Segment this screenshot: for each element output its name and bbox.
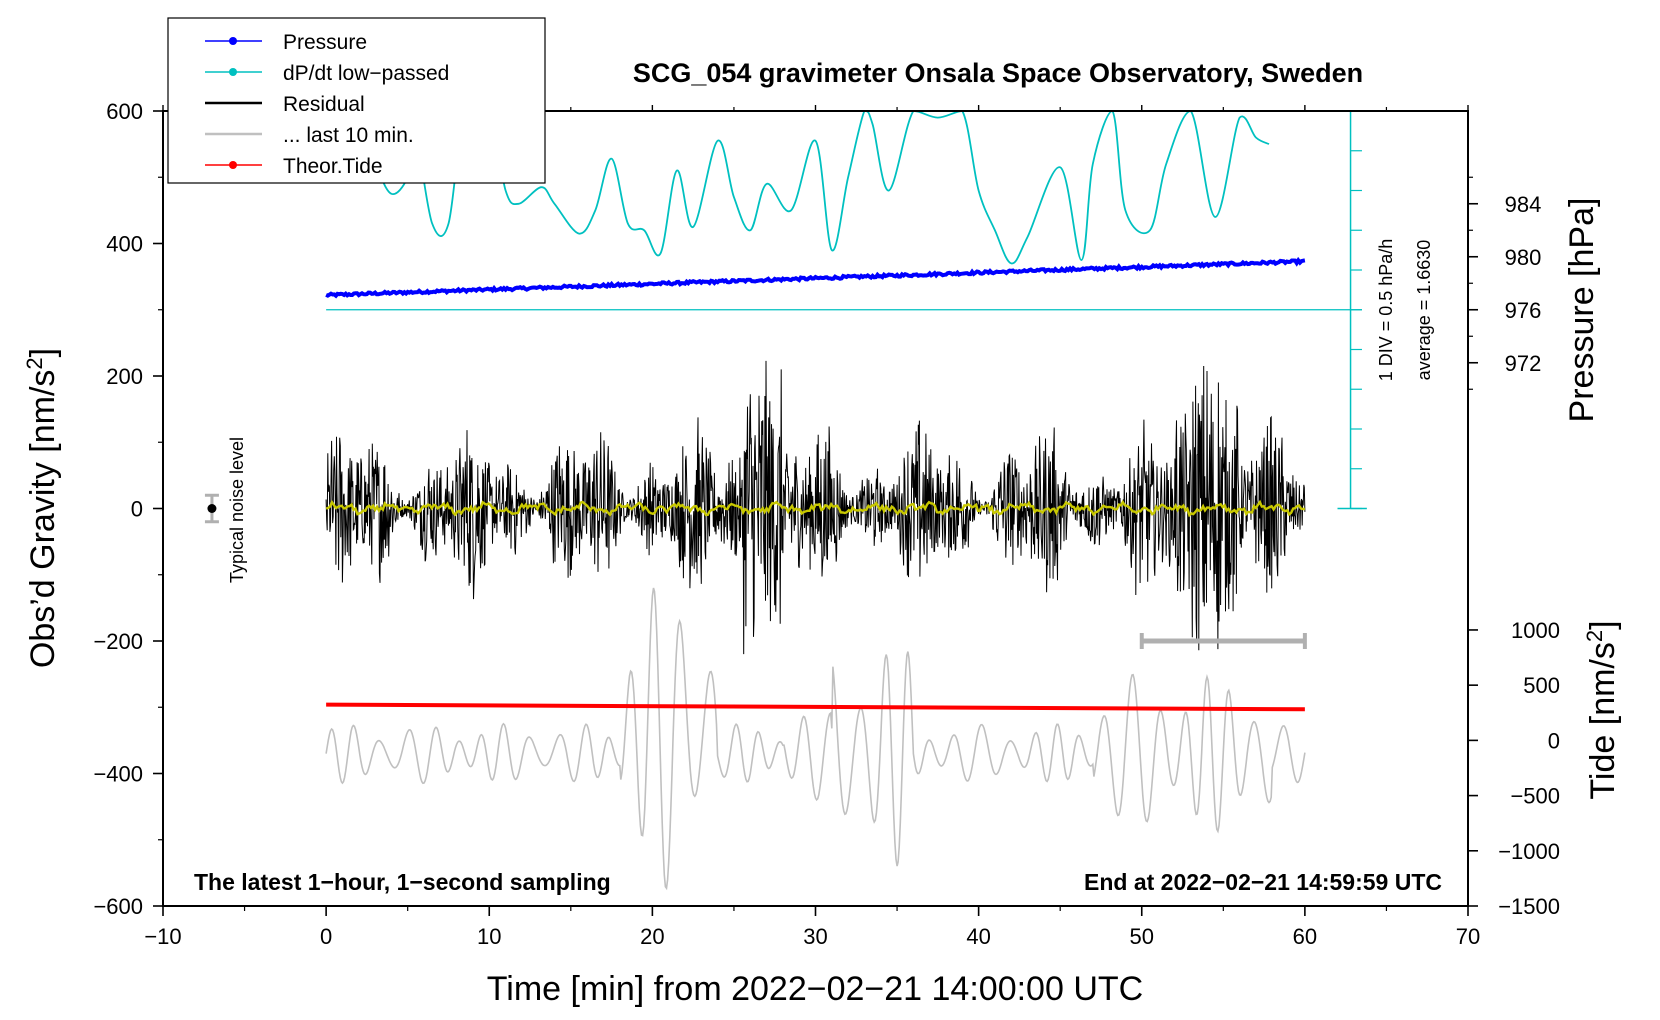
y-axis-title-tide-prefix: Tide [nm/s	[1584, 642, 1622, 799]
y-axis-title-left-suffix: ]	[24, 348, 62, 357]
scale-note-average: average = 1.6630	[1414, 240, 1434, 381]
legend-label: Pressure	[283, 31, 367, 54]
x-tick-label: 40	[966, 924, 990, 949]
x-tick-label: −10	[144, 924, 181, 949]
y-tick-label: −600	[93, 894, 143, 919]
sampling-note: The latest 1−hour, 1−second sampling	[194, 869, 611, 895]
legend-label: dP/dt low−passed	[283, 62, 449, 85]
legend-label: Theor.Tide	[283, 155, 383, 178]
chart-title: SCG_054 gravimeter Onsala Space Observat…	[633, 58, 1363, 88]
legend-marker	[229, 68, 237, 76]
y-tick-label: −200	[93, 629, 143, 654]
y-tick-label: 0	[131, 497, 143, 522]
legend-marker	[229, 37, 237, 45]
pressure-tick-label: 972	[1505, 351, 1542, 376]
legend-items: Pressure dP/dt low−passed Residual ... last…	[205, 31, 449, 178]
legend-box	[167, 17, 546, 184]
series-residual-lowpass	[325, 499, 1305, 518]
tide-tick-label: −500	[1510, 784, 1560, 809]
y-axis-title-pressure: Pressure [hPa]	[1563, 198, 1601, 423]
end-time-note: End at 2022−02−21 14:59:59 UTC	[1084, 869, 1442, 895]
y-axis-title-left-sup: 2	[22, 357, 47, 369]
legend: Pressure dP/dt low−passed Residual ... last…	[167, 17, 546, 184]
x-axis-title: Time [min] from 2022−02−21 14:00:00 UTC	[487, 970, 1143, 1008]
y-axis-title-left: Obs’d Gravity [nm/s2]	[22, 348, 62, 668]
x-tick-label: 60	[1293, 924, 1317, 949]
noise-level-label: Typical noise level	[227, 437, 247, 583]
series-last-10-min	[325, 587, 1306, 891]
series-residual	[325, 360, 1306, 655]
tide-tick-label: 500	[1523, 673, 1560, 698]
pressure-tick-label: 976	[1505, 298, 1542, 323]
pressure-tick-label: 984	[1505, 192, 1542, 217]
y-axis-title-tide-suffix: ]	[1584, 620, 1622, 629]
x-tick-label: 0	[320, 924, 332, 949]
y-tick-label: 600	[106, 99, 143, 124]
x-tick-label: 70	[1456, 924, 1480, 949]
tide-tick-label: 1000	[1511, 618, 1560, 643]
plot-frame	[162, 110, 1469, 907]
x-tick-label: 50	[1130, 924, 1154, 949]
x-tick-label: 10	[477, 924, 501, 949]
tide-tick-label: 0	[1548, 728, 1560, 753]
y-axis-title-tide-sup: 2	[1582, 630, 1607, 642]
legend-marker	[229, 161, 237, 169]
y-tick-label: −400	[93, 762, 143, 787]
series-theor-tide	[326, 702, 1305, 712]
y-tick-label: 200	[106, 364, 143, 389]
series-pressure	[325, 256, 1306, 299]
x-tick-label: 30	[803, 924, 827, 949]
legend-label: ... last 10 min.	[283, 124, 414, 147]
y-axis-title-left-prefix: Obs’d Gravity [nm/s	[24, 370, 62, 669]
noise-error-dot	[207, 504, 217, 513]
y-tick-label: 400	[106, 232, 143, 257]
axes-layer: −10 0 10 20 30 40 50 60 70 600 400 200 0 −200 −400 −600…	[93, 99, 1560, 949]
legend-label: Residual	[283, 93, 365, 116]
pressure-tick-label: 980	[1505, 245, 1542, 270]
tide-tick-label: −1000	[1498, 839, 1560, 864]
x-tick-label: 20	[640, 924, 664, 949]
scale-note-div: 1 DIV = 0.5 hPa/h	[1376, 239, 1396, 382]
tide-tick-label: −1500	[1498, 894, 1560, 919]
y-axis-title-tide: Tide [nm/s2]	[1582, 620, 1622, 799]
